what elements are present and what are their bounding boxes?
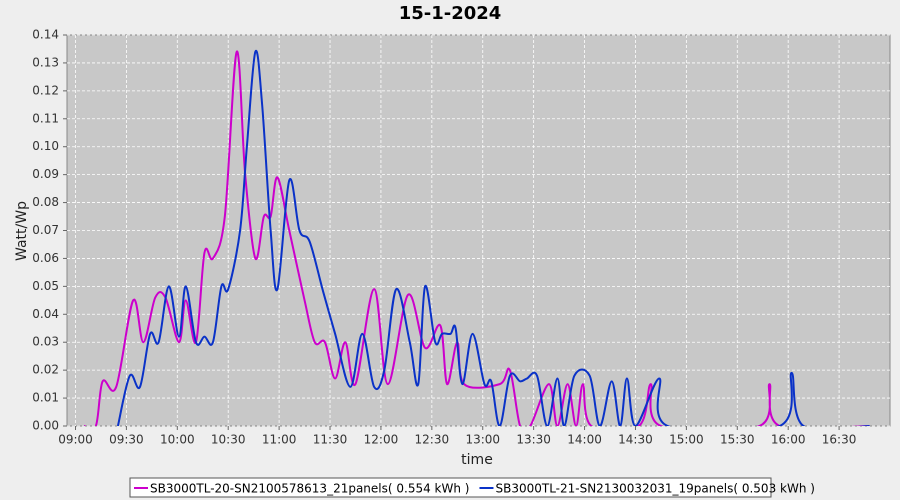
legend [129,477,772,498]
x-tick-label: 12:30 [415,433,450,447]
x-tick-label: 16:30 [822,433,857,447]
series-lines [83,49,870,426]
y-tick-label: 0.10 [32,139,59,153]
x-tick-label: 13:30 [516,433,551,447]
y-tick-label: 0.14 [32,28,59,42]
x-tick-label: 15:00 [669,433,704,447]
x-tick-label: 12:00 [364,433,399,447]
x-tick-label: 09:30 [109,433,144,447]
y-tick-label: 0.12 [32,83,59,97]
chart-title: 15-1-2024 [399,3,502,24]
x-tick-label: 10:00 [160,433,195,447]
y-tick-label: 0.11 [32,111,59,125]
legend-label: SB3000TL-21-SN2130032031_19panels( 0.503… [495,482,814,496]
y-tick-label: 0.09 [32,167,59,181]
y-tick-label: 0.01 [32,391,59,405]
x-tick-label: 15:30 [720,433,755,447]
x-tick-label: 10:30 [211,433,246,447]
y-tick-label: 0.00 [32,419,59,433]
x-tick-label: 11:30 [313,433,348,447]
series-line [83,50,870,426]
x-tick-label: 14:30 [618,433,653,447]
x-tick-label: 16:00 [771,433,806,447]
y-tick-label: 0.03 [32,335,59,349]
y-tick-label: 0.08 [32,195,59,209]
y-tick-label: 0.02 [32,363,59,377]
x-axis-title: time [461,452,493,468]
x-tick-label: 13:00 [465,433,500,447]
y-tick-label: 0.07 [32,223,59,237]
y-tick-label: 0.04 [32,307,59,321]
y-tick-label: 0.06 [32,251,59,265]
y-axis-title: Watt/Wp [14,201,30,261]
y-tick-label: 0.13 [32,55,59,69]
x-tick-label: 09:00 [58,433,93,447]
x-tick-label: 14:00 [567,433,602,447]
x-tick-label: 11:00 [262,433,297,447]
y-tick-label: 0.05 [32,279,59,293]
legend-label: SB3000TL-20-SN2100578613_21panels( 0.554… [150,482,469,496]
series-line [116,49,870,426]
